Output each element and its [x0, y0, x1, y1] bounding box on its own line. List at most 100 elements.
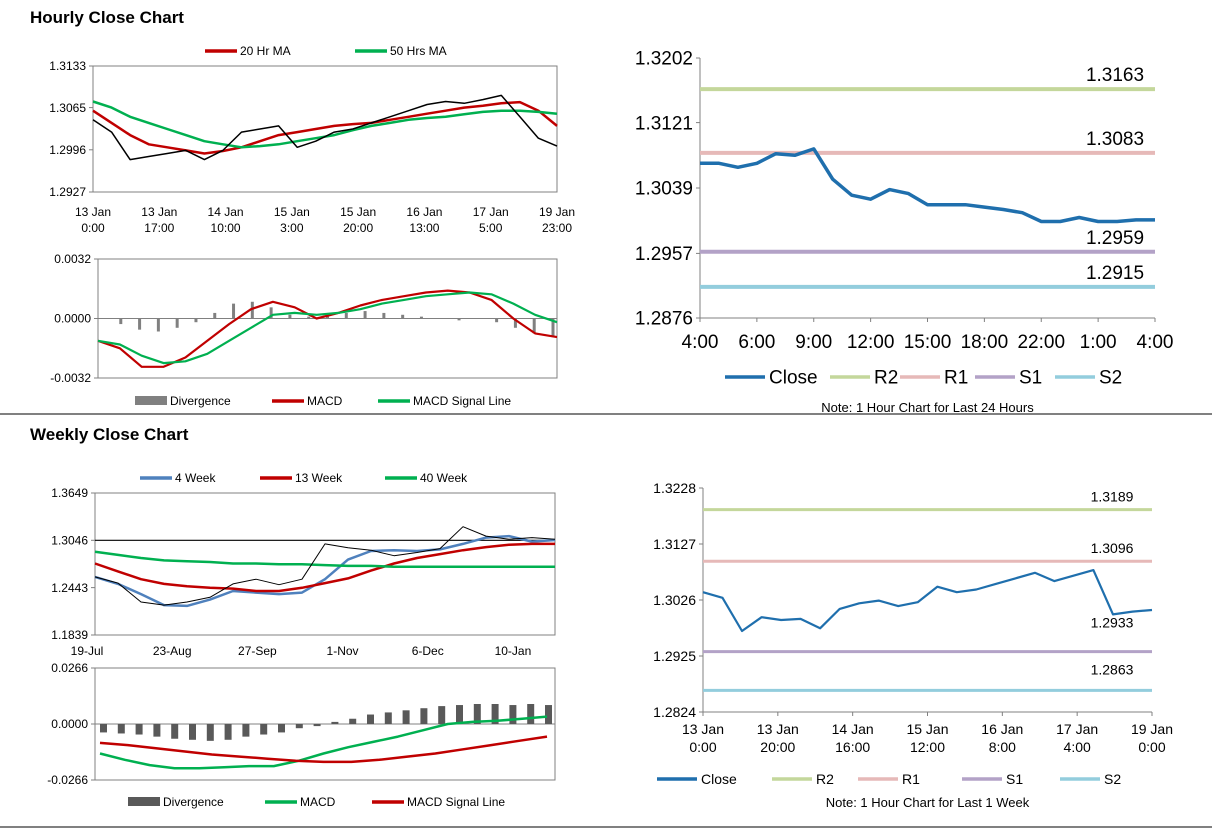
series-line [92, 94, 558, 161]
divergence-bar [189, 724, 196, 740]
y-tick-label: 1.3127 [653, 536, 696, 552]
x-tick-label: 15:00 [904, 332, 952, 353]
weekly-price-chart: 1.3649 1.3046 1.2443 1.1839 19-Jul 23-Aug 27-S… [51, 471, 556, 658]
hourly-price-x-tick-date: 14 Jan [208, 205, 244, 219]
y-tick-label: 1.2957 [635, 244, 693, 265]
chart-note: Note: 1 Hour Chart for Last 24 Hours [821, 400, 1034, 415]
legend-label: Close [701, 771, 737, 787]
legend-label: R2 [816, 771, 834, 787]
series-line [94, 542, 555, 593]
level-label-r2: 1.3163 [1086, 65, 1144, 86]
divergence-bar [242, 724, 250, 737]
x-tick-date: 15 Jan [906, 721, 948, 737]
hourly-price-x-tick-time: 0:00 [81, 221, 105, 235]
divergence-bar [384, 712, 392, 724]
weekly-price-x-tick-label: 27-Sep [238, 644, 277, 658]
y-tick-label: 1.3228 [653, 480, 696, 496]
legend-label: R2 [874, 368, 898, 389]
y-tick-label: 1.3026 [653, 592, 696, 608]
hourly-price-x-tick-date: 17 Jan [473, 205, 509, 219]
x-tick-label: 18:00 [961, 332, 1009, 353]
x-tick-label: 22:00 [1017, 332, 1065, 353]
divergence-bar [349, 718, 357, 724]
divergence-bar [206, 724, 214, 741]
level-label-s1: 1.2933 [1091, 615, 1134, 631]
divergence-bar [491, 704, 499, 724]
hourly-price-x-tick-time: 20:00 [343, 221, 373, 235]
divergence-bar [509, 705, 517, 724]
legend-label: 4 Week [175, 471, 216, 485]
legend-label: R1 [902, 771, 920, 787]
divergence-bar [295, 724, 303, 729]
series-line [92, 100, 558, 155]
legend-label: S2 [1099, 368, 1122, 389]
divergence-bar [313, 724, 321, 727]
hourly-price-x-tick-time: 23:00 [542, 221, 572, 235]
weekly-price-x-tick-label: 1-Nov [327, 644, 359, 658]
legend-label: S2 [1104, 771, 1121, 787]
bottom-divider [0, 826, 1212, 828]
level-label-r1: 1.3096 [1091, 540, 1134, 556]
divergence-bar [117, 724, 125, 734]
level-label-r1: 1.3083 [1086, 129, 1144, 150]
series-line [92, 100, 558, 149]
divergence-bar [527, 704, 535, 724]
legend-label: Close [769, 368, 818, 389]
x-tick-date: 14 Jan [832, 721, 874, 737]
x-tick-label: 4:00 [1137, 332, 1174, 353]
hourly-price-x-tick-date: 19 Jan [539, 205, 575, 219]
hourly-price-y-tick-label: 1.3133 [49, 59, 86, 73]
legend-label: Divergence [163, 795, 224, 809]
x-tick-time: 0:00 [1138, 739, 1165, 755]
series-line [94, 550, 555, 568]
weekly-macd-y-tick-label: 0.0000 [51, 717, 88, 731]
x-tick-time: 4:00 [1064, 739, 1091, 755]
weekly-price-x-tick-label: 6-Dec [412, 644, 444, 658]
weekly-macd-y-tick-label: -0.0266 [47, 773, 88, 787]
legend-label: MACD [300, 795, 336, 809]
signal-line [97, 291, 558, 365]
x-tick-time: 12:00 [910, 739, 945, 755]
hourly-price-x-tick-time: 3:00 [280, 221, 304, 235]
hourly-price-x-tick-time: 13:00 [409, 221, 439, 235]
divergence-bar [420, 708, 428, 724]
hourly-price-x-tick-time: 17:00 [144, 221, 174, 235]
x-tick-label: 12:00 [847, 332, 895, 353]
divergence-bar [153, 724, 161, 737]
hourly-price-x-tick-date: 16 Jan [406, 205, 442, 219]
legend-label: 50 Hrs MA [390, 44, 447, 58]
weekly-section-title: Weekly Close Chart [30, 425, 189, 444]
weekly-price-x-tick-label: 23-Aug [153, 644, 192, 658]
divergence-bar [171, 724, 179, 739]
weekly-price-y-tick-label: 1.3046 [51, 534, 88, 548]
legend-label: 13 Week [295, 471, 343, 485]
x-tick-date: 13 Jan [682, 721, 724, 737]
weekly-price-y-tick-label: 1.1839 [51, 628, 88, 642]
macd-line [99, 715, 548, 770]
hourly-macd-y-tick-label: 0.0032 [54, 252, 91, 266]
hourly-price-x-tick-date: 13 Jan [141, 205, 177, 219]
hourly-price-x-tick-time: 10:00 [211, 221, 241, 235]
x-tick-time: 20:00 [760, 739, 795, 755]
weekly-macd-chart: 0.0266 0.0000 -0.0266 Divergence MACD MACD Si… [47, 661, 556, 809]
macd-line [97, 289, 558, 368]
x-tick-date: 19 Jan [1131, 721, 1173, 737]
legend-swatch [128, 797, 160, 806]
close-line [700, 147, 1155, 224]
x-tick-time: 8:00 [989, 739, 1016, 755]
y-tick-label: 1.2925 [653, 648, 696, 664]
section-divider [0, 413, 1212, 415]
level-label-s1: 1.2959 [1086, 228, 1144, 249]
signal-line [99, 735, 548, 764]
x-tick-label: 9:00 [795, 332, 832, 353]
divergence-bar [260, 724, 268, 735]
y-tick-label: 1.2824 [653, 704, 696, 720]
legend-label: 20 Hr MA [240, 44, 291, 58]
divergence-bar [402, 710, 410, 724]
x-tick-date: 16 Jan [981, 721, 1023, 737]
hourly-price-chart: 1.3133 1.3065 1.2996 1.2927 13 Jan 0:00 13 Jan… [49, 44, 575, 235]
hourly-macd-y-tick-label: -0.0032 [50, 371, 91, 385]
divergence-bar [278, 724, 285, 733]
